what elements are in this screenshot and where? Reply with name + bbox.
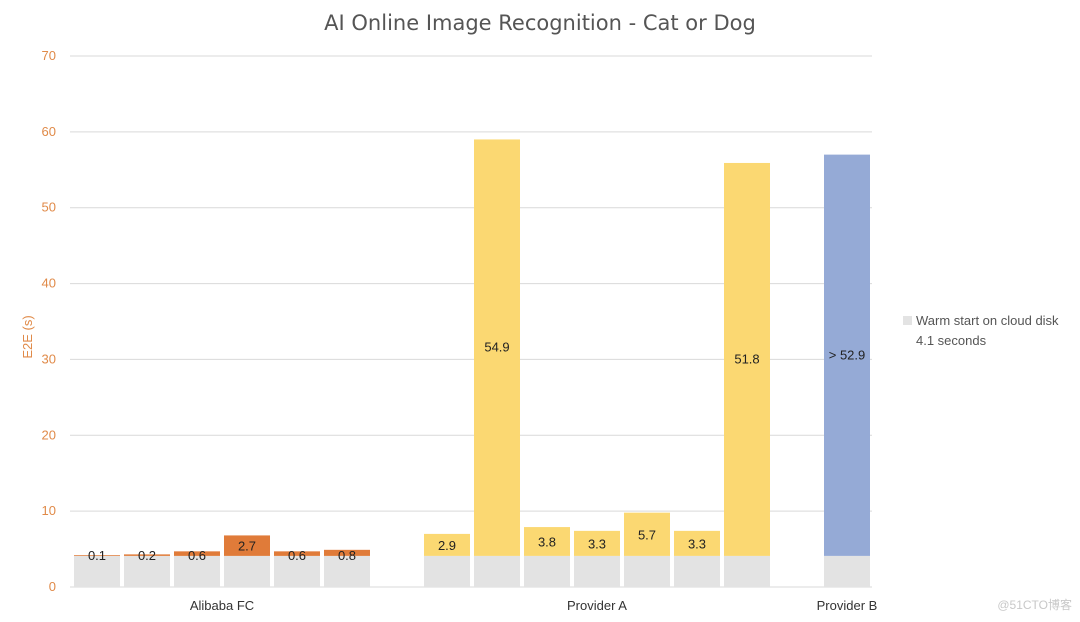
bar-base-segment: [274, 555, 320, 587]
x-group-label: Provider B: [817, 598, 878, 613]
bars: [74, 139, 870, 587]
y-tick-label: 70: [42, 48, 56, 63]
data-label: 3.3: [688, 536, 706, 551]
y-tick-label: 0: [49, 579, 56, 594]
y-axis-label: E2E (s): [20, 315, 35, 358]
bar-segment: [424, 533, 470, 556]
legend-sublabel: 4.1 seconds: [916, 333, 987, 348]
y-tick-label: 20: [42, 427, 56, 442]
bar-base-segment: [224, 555, 270, 587]
bar-base-segment: [574, 555, 620, 587]
bar-segment: [824, 154, 870, 556]
watermark: @51CTO博客: [997, 597, 1072, 612]
bar-segment: [324, 549, 370, 556]
bar-base-segment: [124, 555, 170, 587]
legend-swatch: [903, 316, 912, 325]
x-group-label: Provider A: [567, 598, 627, 613]
y-tick-label: 60: [42, 124, 56, 139]
bar-base-segment: [724, 555, 770, 587]
data-label: 0.6: [188, 548, 206, 563]
x-axis-group-labels: Alibaba FC Provider A Provider B: [190, 598, 878, 613]
bar-base-segment: [624, 555, 670, 587]
bar-base-segment: [674, 555, 720, 587]
data-label: 54.9: [484, 340, 509, 355]
chart-title: AI Online Image Recognition - Cat or Dog: [324, 11, 756, 35]
bar-base-segment: [474, 555, 520, 587]
bar-segment: [724, 162, 770, 556]
data-label: > 52.9: [829, 347, 866, 362]
legend-label: Warm start on cloud disk: [916, 313, 1059, 328]
bar-segment: [224, 535, 270, 556]
bar-base-segment: [424, 555, 470, 587]
data-label: 0.1: [88, 548, 106, 563]
bar-segment: [524, 527, 570, 556]
y-tick-label: 40: [42, 276, 56, 291]
legend: Warm start on cloud disk 4.1 seconds: [903, 313, 1059, 348]
bar-segment: [124, 554, 170, 556]
bar-base-segment: [824, 555, 870, 587]
bar-base-segment: [174, 555, 220, 587]
data-label: 0.6: [288, 548, 306, 563]
data-label: 2.7: [238, 539, 256, 554]
data-label: 0.2: [138, 548, 156, 563]
bar-segment: [274, 551, 320, 556]
data-label: 0.8: [338, 548, 356, 563]
y-axis-ticks: 0 10 20 30 40 50 60 70: [42, 48, 56, 594]
bar-segment: [574, 530, 620, 556]
data-label: 2.9: [438, 538, 456, 553]
bar-segment: [74, 555, 120, 556]
bar-segment: [624, 512, 670, 556]
bar-base-segment: [74, 555, 120, 587]
data-label: 3.3: [588, 536, 606, 551]
data-labels: 0.1 0.2 0.6 2.7 0.6 0.8 2.9 54.9 3.8 3.3 5.7 3.3 51.…: [88, 340, 865, 563]
gridlines: [70, 55, 872, 588]
y-tick-label: 30: [42, 351, 56, 366]
bar-segment: [474, 139, 520, 556]
bar-segment: [674, 530, 720, 556]
bar-segment: [174, 551, 220, 556]
data-label: 5.7: [638, 527, 656, 542]
y-tick-label: 50: [42, 200, 56, 215]
data-label: 3.8: [538, 534, 556, 549]
x-group-label: Alibaba FC: [190, 598, 254, 613]
data-label: 51.8: [734, 351, 759, 366]
y-tick-label: 10: [42, 503, 56, 518]
bar-base-segment: [324, 555, 370, 587]
bar-base-segment: [524, 555, 570, 587]
